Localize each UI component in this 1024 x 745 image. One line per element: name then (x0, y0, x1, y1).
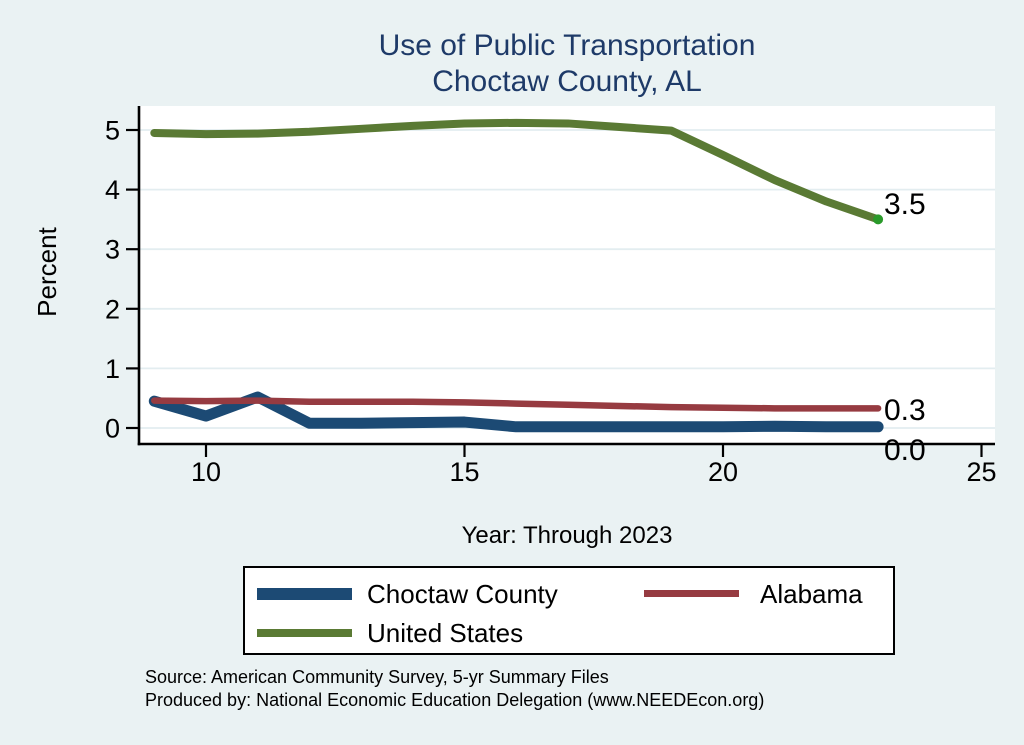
end-label-alabama: 0.3 (884, 394, 926, 427)
legend-swatch-alabama (644, 590, 739, 597)
y-tick-label-3: 3 (105, 235, 120, 265)
legend-swatch-united-states (257, 629, 352, 637)
end-label-united-states: 3.5 (884, 188, 926, 221)
x-tick-label-15: 15 (449, 457, 479, 487)
x-tick-label-25: 25 (966, 457, 996, 487)
end-label-choctaw-county: 0.0 (884, 434, 926, 467)
series-line-united-states (150, 118, 883, 224)
series-line-choctaw-county (148, 391, 884, 433)
legend-label-united-states: United States (367, 618, 524, 648)
y-tick-label-1: 1 (105, 354, 120, 384)
x-tick-label-20: 20 (708, 457, 738, 487)
y-tick-label-5: 5 (105, 116, 120, 146)
x-axis-title: Year: Through 2023 (462, 522, 673, 549)
source-note: Source: American Community Survey, 5-yr … (145, 666, 764, 712)
chart-title-line2: Choctaw County, AL (432, 65, 702, 98)
legend-label-alabama: Alabama (760, 579, 863, 609)
plot-background (139, 106, 995, 444)
y-tick-label-4: 4 (105, 175, 120, 205)
y-tick-label-2: 2 (105, 294, 120, 324)
chart-title-line1: Use of Public Transportation (378, 29, 756, 62)
chart-generated-layer: 0 1 2 3 4 5 10 15 20 25 (105, 106, 997, 487)
y-tick-label-0: 0 (105, 414, 120, 444)
y-axis-title: Percent (32, 226, 62, 316)
produced-by-line: Produced by: National Economic Education… (145, 690, 765, 710)
plot-area: 0 1 2 3 4 5 10 15 20 25 Percent Year: Through 202… (32, 106, 997, 549)
legend: Choctaw County Alabama United States (243, 566, 895, 655)
chart-title: Use of Public Transportation Choctaw Cou… (139, 28, 995, 100)
series-line-alabama (151, 397, 882, 412)
source-line: Source: American Community Survey, 5-yr … (145, 667, 609, 687)
end-marker-united-states (873, 214, 884, 225)
x-tick-label-10: 10 (191, 457, 221, 487)
legend-label-choctaw-county: Choctaw County (367, 579, 558, 609)
legend-swatch-choctaw-county (257, 588, 352, 600)
